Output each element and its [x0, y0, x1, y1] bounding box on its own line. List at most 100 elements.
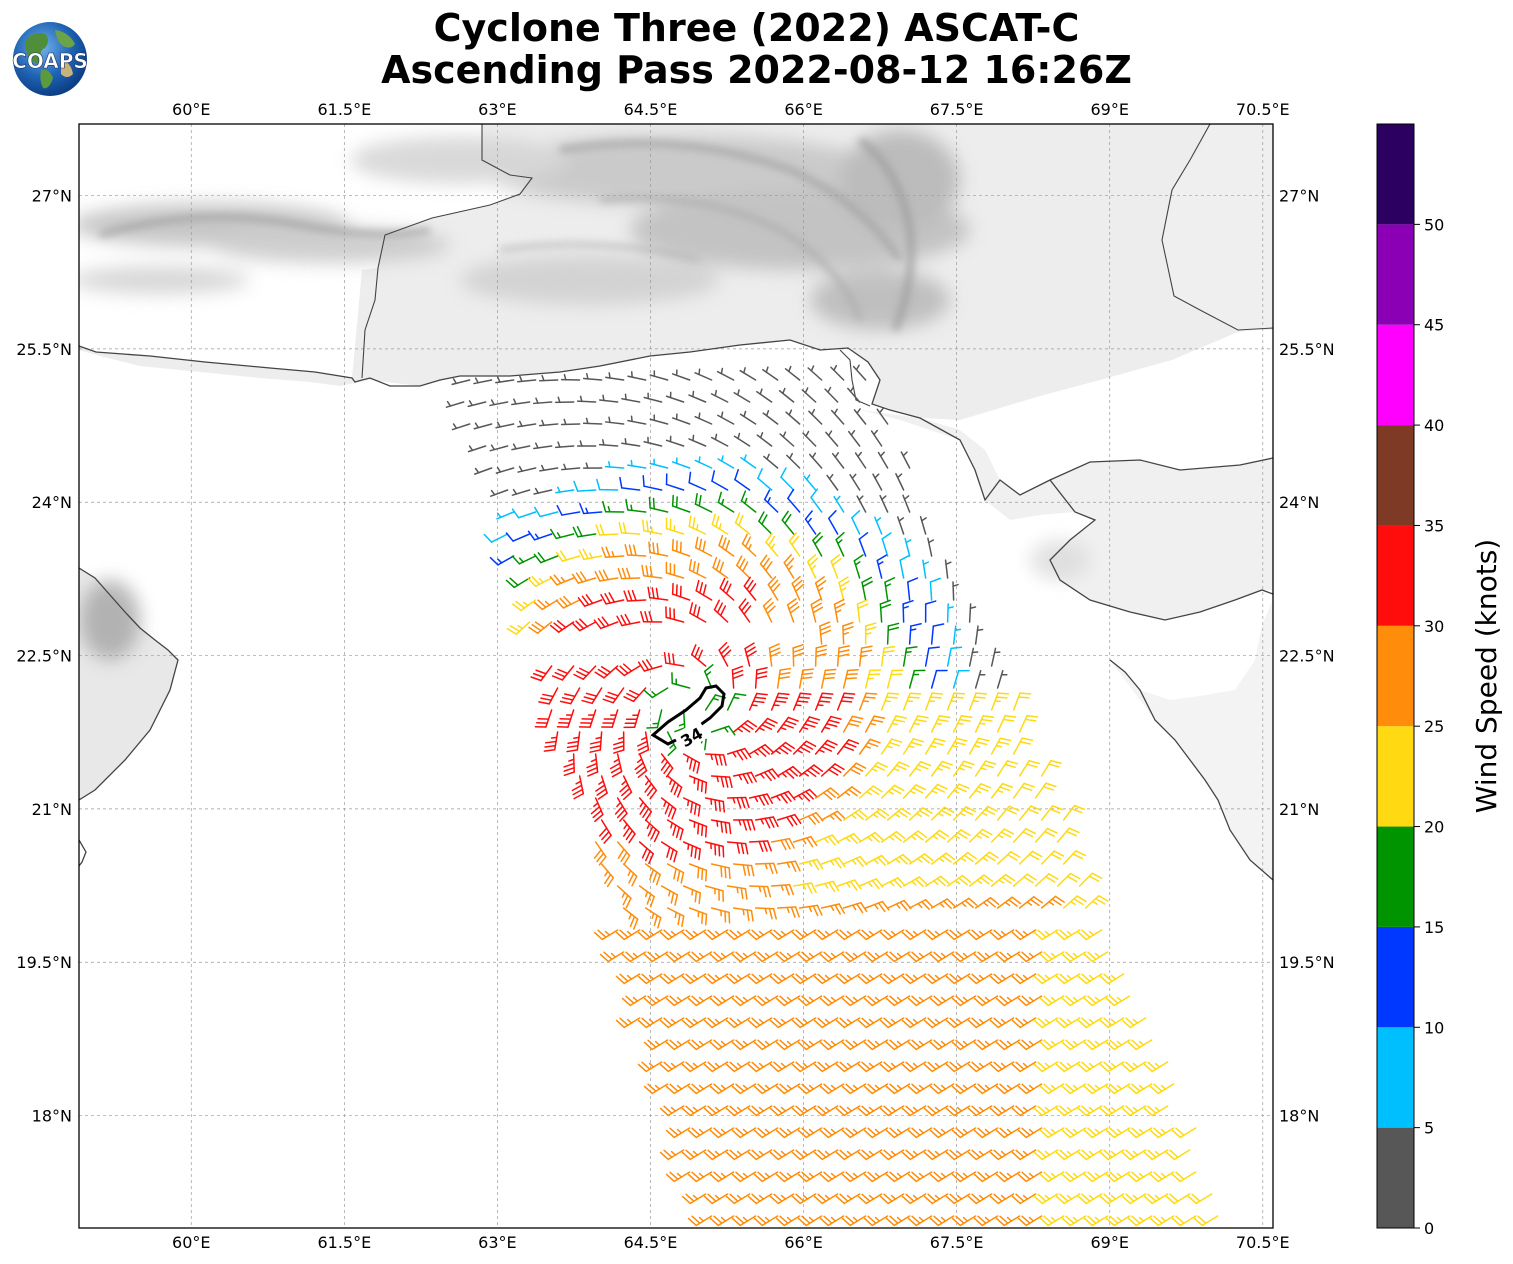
wind-barb: [604, 461, 625, 469]
wind-barb: [776, 813, 802, 827]
wind-barb: [849, 473, 861, 491]
wind-barb: [572, 525, 597, 538]
wind-barb: [880, 692, 900, 711]
lat-tick-left-label: 27°N: [32, 187, 72, 206]
wind-barb: [467, 400, 487, 408]
wind-barb: [901, 1061, 927, 1073]
wind-barb: [688, 471, 707, 491]
lat-tick-left-label: 21°N: [32, 800, 72, 819]
wind-barb: [946, 737, 968, 755]
wind-34kt-contour: 34: [650, 684, 726, 753]
wind-barb: [665, 1039, 691, 1051]
wind-barb: [838, 576, 850, 601]
wind-barb: [809, 452, 823, 469]
wind-barb: [623, 687, 647, 703]
wind-barb: [1018, 714, 1039, 733]
wind-barb: [753, 1127, 779, 1139]
wind-barb: [1017, 995, 1043, 1007]
wind-barb: [599, 951, 625, 963]
colorbar-bin-50-55: [1377, 124, 1414, 225]
wind-barb: [1017, 1171, 1043, 1183]
wind-barb: [814, 692, 834, 711]
wind-barb: [586, 753, 599, 777]
wind-barb: [710, 863, 731, 880]
wind-barb: [864, 761, 888, 777]
wind-barb: [770, 883, 795, 896]
wind-barb: [874, 516, 883, 535]
wind-barb: [496, 511, 515, 520]
wind-barb: [902, 646, 918, 667]
wind-barb: [688, 819, 708, 838]
wind-barb: [725, 1105, 751, 1117]
wind-barb: [533, 599, 559, 611]
wind-barb: [835, 973, 861, 985]
wind-barb: [792, 740, 817, 755]
wind-barb: [1083, 1039, 1109, 1051]
wind-barb: [1011, 1105, 1037, 1117]
wind-barb: [615, 929, 641, 941]
wind-barb: [813, 973, 839, 985]
wind-barb: [1018, 805, 1042, 821]
wind-barb: [1121, 1193, 1147, 1205]
wind-barb: [967, 1061, 993, 1073]
wind-barb: [734, 512, 751, 535]
wind-barb: [929, 995, 955, 1007]
wind-barb: [861, 576, 873, 601]
wind-barb: [688, 390, 707, 403]
wind-barb: [1055, 1105, 1081, 1117]
wind-barb: [643, 1083, 669, 1095]
wind-barb: [989, 1193, 1015, 1205]
colorbar-tick-label: 15: [1424, 918, 1444, 937]
wind-barb: [967, 1017, 993, 1029]
wind-barb: [820, 668, 837, 689]
wind-barb: [885, 1215, 911, 1227]
wind-barb: [687, 951, 713, 963]
wind-barb: [830, 408, 845, 425]
wind-barb: [775, 995, 801, 1007]
wind-barb: [731, 1083, 757, 1095]
wind-barb: [924, 875, 950, 887]
wind-barb: [1099, 1149, 1125, 1161]
wind-barb: [681, 1149, 707, 1161]
wind-barb: [709, 1039, 735, 1051]
wind-barb: [1011, 1017, 1037, 1029]
wind-barb: [703, 1149, 729, 1161]
wind-barb: [908, 807, 933, 821]
wind-barb: [1039, 1083, 1065, 1095]
wind-barb: [617, 567, 641, 580]
wind-barb: [952, 625, 962, 645]
wind-barb: [748, 744, 774, 757]
wind-barb: [785, 409, 801, 425]
wind-barb: [929, 951, 955, 963]
colorbar-tick-label: 30: [1424, 617, 1444, 636]
wind-barb: [689, 602, 707, 623]
wind-barb: [784, 365, 801, 381]
wind-barb: [666, 731, 677, 757]
wind-barb: [582, 373, 603, 381]
wind-barb: [807, 365, 823, 381]
wind-barb: [952, 897, 978, 909]
wind-barb: [798, 904, 823, 917]
wind-barb: [690, 644, 707, 667]
wind-barb: [665, 435, 685, 447]
wind-barb: [747, 1017, 773, 1029]
colorbar-tick-label: 50: [1424, 215, 1444, 234]
wind-barb: [880, 831, 906, 843]
wind-barb: [549, 620, 575, 633]
wind-barb: [753, 995, 779, 1007]
wind-barb: [788, 532, 801, 557]
wind-barb: [770, 837, 795, 851]
wind-barb: [769, 929, 795, 941]
wind-barb: [666, 819, 684, 841]
wind-barb: [1083, 1171, 1109, 1183]
wind-barb: [864, 854, 890, 866]
wind-barb: [791, 973, 817, 985]
wind-barb: [814, 644, 828, 667]
wind-barb: [590, 797, 604, 822]
wind-barb: [747, 929, 773, 941]
wind-barb: [660, 797, 677, 820]
wind-barb: [791, 1193, 817, 1205]
wind-barb: [995, 1215, 1021, 1227]
wind-barb: [616, 885, 632, 909]
wind-barb: [812, 532, 823, 557]
